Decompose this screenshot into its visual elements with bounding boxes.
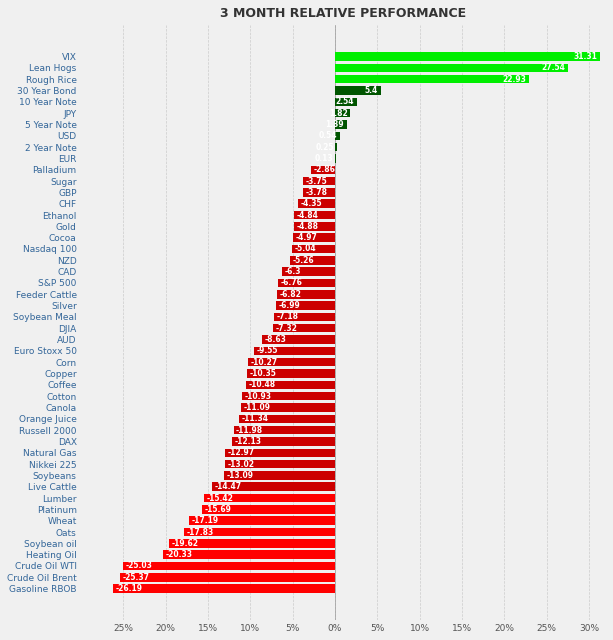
Text: -13.02: -13.02 [227, 460, 254, 468]
Text: -17.83: -17.83 [186, 527, 214, 536]
Bar [120, 573, 335, 582]
Text: -3.75: -3.75 [306, 177, 327, 186]
Text: -5.04: -5.04 [295, 244, 316, 253]
Bar [303, 188, 335, 196]
Text: -8.63: -8.63 [264, 335, 286, 344]
Bar [163, 550, 335, 559]
Bar [335, 52, 600, 61]
Text: 5.4: 5.4 [365, 86, 378, 95]
Bar [292, 244, 335, 253]
Text: -26.19: -26.19 [116, 584, 143, 593]
Bar [335, 63, 568, 72]
Bar [273, 324, 335, 333]
Text: -6.99: -6.99 [278, 301, 300, 310]
Bar [225, 460, 335, 468]
Bar [232, 437, 335, 445]
Bar [303, 177, 335, 186]
Bar [204, 494, 335, 502]
Bar [335, 120, 347, 129]
Text: 22.93: 22.93 [503, 75, 527, 84]
Text: -11.09: -11.09 [243, 403, 270, 412]
Text: -5.26: -5.26 [293, 256, 314, 265]
Bar [239, 415, 335, 423]
Text: -4.97: -4.97 [295, 233, 318, 242]
Text: 27.54: 27.54 [542, 63, 566, 72]
Text: -4.88: -4.88 [296, 222, 318, 231]
Bar [225, 449, 335, 457]
Text: -15.69: -15.69 [205, 505, 232, 514]
Bar [274, 313, 335, 321]
Text: -7.32: -7.32 [275, 324, 297, 333]
Text: -25.03: -25.03 [126, 561, 153, 570]
Text: -7.18: -7.18 [276, 312, 299, 321]
Text: -4.35: -4.35 [301, 199, 322, 208]
Text: -11.98: -11.98 [236, 426, 263, 435]
Text: -17.19: -17.19 [192, 516, 219, 525]
Text: 0.54: 0.54 [319, 131, 337, 140]
Bar [311, 166, 335, 174]
Text: -25.37: -25.37 [123, 573, 150, 582]
Text: -6.3: -6.3 [284, 267, 300, 276]
Bar [335, 86, 381, 95]
Text: -12.97: -12.97 [227, 448, 255, 457]
Text: 2.54: 2.54 [335, 97, 354, 106]
Text: -4.84: -4.84 [297, 211, 318, 220]
Text: 31.31: 31.31 [574, 52, 598, 61]
Bar [335, 154, 336, 163]
Text: -11.34: -11.34 [242, 414, 268, 423]
Bar [293, 234, 335, 242]
Text: -15.42: -15.42 [207, 493, 234, 502]
Bar [202, 505, 335, 514]
Bar [335, 132, 340, 140]
Text: -10.35: -10.35 [250, 369, 276, 378]
Bar [277, 290, 335, 298]
Bar [294, 222, 335, 230]
Text: 1.82: 1.82 [329, 109, 348, 118]
Bar [335, 109, 351, 117]
Text: -6.76: -6.76 [280, 278, 302, 287]
Text: -6.82: -6.82 [280, 290, 302, 299]
Text: -9.55: -9.55 [257, 346, 278, 355]
Text: -12.13: -12.13 [235, 437, 262, 446]
Text: 0.25: 0.25 [316, 143, 335, 152]
Bar [335, 75, 529, 83]
Bar [298, 200, 335, 208]
Text: 1.39: 1.39 [326, 120, 345, 129]
Bar [184, 528, 335, 536]
Text: -14.47: -14.47 [215, 482, 242, 492]
Bar [241, 403, 335, 412]
Bar [335, 143, 337, 152]
Bar [113, 584, 335, 593]
Bar [276, 301, 335, 310]
Text: 0.13: 0.13 [315, 154, 333, 163]
Title: 3 MONTH RELATIVE PERFORMANCE: 3 MONTH RELATIVE PERFORMANCE [221, 7, 466, 20]
Bar [294, 211, 335, 220]
Bar [242, 392, 335, 401]
Text: -10.27: -10.27 [251, 358, 278, 367]
Bar [224, 471, 335, 479]
Text: -2.86: -2.86 [313, 165, 335, 174]
Bar [189, 516, 335, 525]
Bar [213, 483, 335, 491]
Text: -20.33: -20.33 [166, 550, 192, 559]
Bar [281, 268, 335, 276]
Text: -3.78: -3.78 [305, 188, 327, 197]
Bar [291, 256, 335, 264]
Bar [123, 562, 335, 570]
Text: -10.93: -10.93 [245, 392, 272, 401]
Bar [234, 426, 335, 435]
Bar [278, 278, 335, 287]
Text: -10.48: -10.48 [249, 380, 276, 389]
Bar [254, 347, 335, 355]
Bar [247, 369, 335, 378]
Text: -19.62: -19.62 [171, 539, 199, 548]
Bar [335, 97, 357, 106]
Bar [248, 358, 335, 367]
Bar [246, 381, 335, 389]
Bar [262, 335, 335, 344]
Bar [169, 539, 335, 548]
Text: -13.09: -13.09 [227, 471, 254, 480]
